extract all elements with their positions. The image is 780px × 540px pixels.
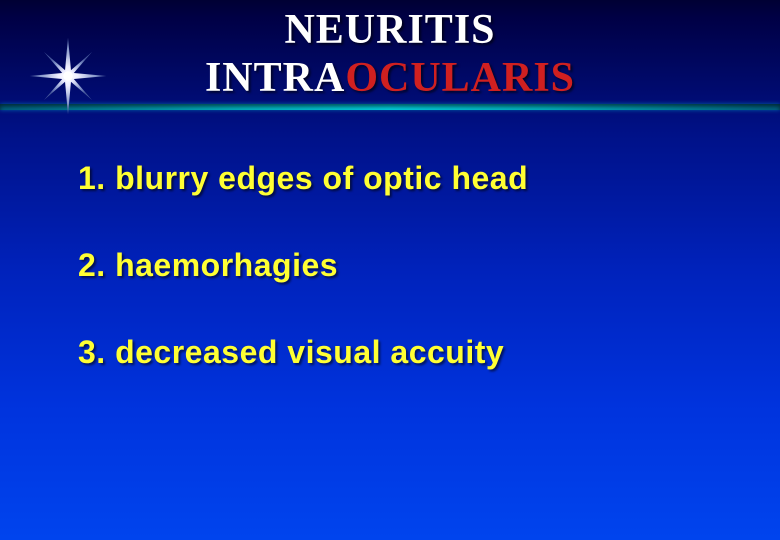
title-block: NEURITIS INTRAOCULARIS (0, 0, 780, 110)
title-line1: NEURITIS (0, 6, 780, 54)
title-line2-part1: INTRA (205, 55, 345, 101)
list-item: 1. blurry edges of optic head (78, 160, 780, 197)
body-list: 1. blurry edges of optic head 2. haemorh… (0, 160, 780, 371)
title-line2-part2: OCULARIS (345, 55, 575, 101)
header-divider (0, 104, 780, 110)
list-item: 3. decreased visual accuity (78, 334, 780, 371)
star-icon (28, 36, 108, 116)
slide: NEURITIS INTRAOCULARIS 1. blurry edges o… (0, 0, 780, 540)
list-item: 2. haemorhagies (78, 247, 780, 284)
title-line2: INTRAOCULARIS (0, 54, 780, 102)
